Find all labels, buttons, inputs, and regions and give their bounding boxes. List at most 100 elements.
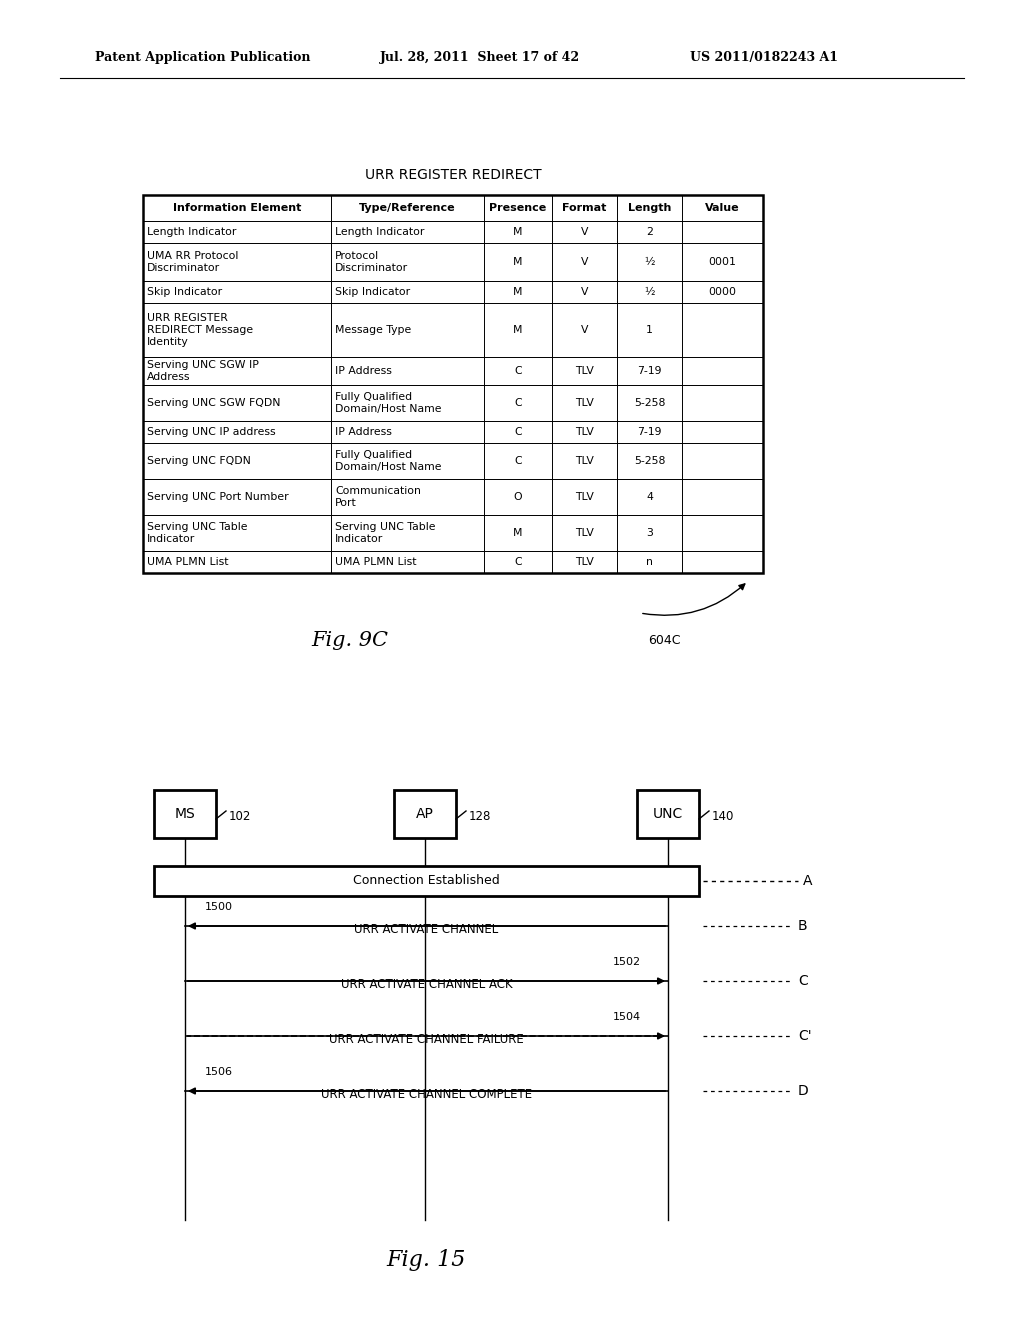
Text: TLV: TLV: [575, 366, 594, 376]
Text: 5-258: 5-258: [634, 455, 666, 466]
Text: 7-19: 7-19: [637, 366, 662, 376]
Text: n: n: [646, 557, 653, 568]
Text: TLV: TLV: [575, 455, 594, 466]
Text: C: C: [514, 426, 522, 437]
Text: MS: MS: [175, 807, 196, 821]
Bar: [154, 866, 699, 896]
Bar: [154, 789, 216, 838]
Text: V: V: [581, 325, 588, 335]
Text: Communication
Port: Communication Port: [335, 486, 421, 508]
Text: Fig. 9C: Fig. 9C: [311, 631, 388, 649]
Text: C: C: [798, 974, 808, 987]
Text: 1502: 1502: [613, 957, 641, 968]
Bar: [143, 220, 763, 243]
Text: TLV: TLV: [575, 399, 594, 408]
Bar: [143, 243, 763, 281]
Text: V: V: [581, 286, 588, 297]
Text: UNC: UNC: [653, 807, 683, 821]
Text: URR ACTIVATE CHANNEL COMPLETE: URR ACTIVATE CHANNEL COMPLETE: [321, 1088, 532, 1101]
Text: Value: Value: [706, 203, 739, 213]
Text: Serving UNC Table
Indicator: Serving UNC Table Indicator: [147, 523, 248, 544]
Bar: [143, 444, 763, 479]
Bar: [143, 304, 763, 356]
Text: ½: ½: [644, 286, 654, 297]
Text: 7-19: 7-19: [637, 426, 662, 437]
Text: Message Type: Message Type: [335, 325, 412, 335]
Text: US 2011/0182243 A1: US 2011/0182243 A1: [690, 51, 838, 65]
Text: TLV: TLV: [575, 426, 594, 437]
Text: UMA PLMN List: UMA PLMN List: [147, 557, 228, 568]
Text: URR ACTIVATE CHANNEL ACK: URR ACTIVATE CHANNEL ACK: [341, 978, 512, 991]
Text: Fully Qualified
Domain/Host Name: Fully Qualified Domain/Host Name: [335, 392, 441, 413]
Bar: [637, 789, 699, 838]
Bar: [143, 421, 763, 444]
Text: URR ACTIVATE CHANNEL FAILURE: URR ACTIVATE CHANNEL FAILURE: [329, 1034, 524, 1045]
Text: M: M: [513, 286, 522, 297]
Text: Length Indicator: Length Indicator: [147, 227, 237, 238]
Text: Information Element: Information Element: [173, 203, 301, 213]
Text: TLV: TLV: [575, 492, 594, 502]
Text: 0001: 0001: [709, 257, 736, 267]
Text: Fig. 15: Fig. 15: [387, 1249, 466, 1271]
Text: Serving UNC IP address: Serving UNC IP address: [147, 426, 275, 437]
Text: 1: 1: [646, 325, 653, 335]
Text: AP: AP: [416, 807, 434, 821]
Bar: [143, 195, 763, 573]
Text: Fully Qualified
Domain/Host Name: Fully Qualified Domain/Host Name: [335, 450, 441, 471]
Text: Serving UNC Port Number: Serving UNC Port Number: [147, 492, 289, 502]
Text: Serving UNC FQDN: Serving UNC FQDN: [147, 455, 251, 466]
Bar: [394, 789, 456, 838]
Text: Type/Reference: Type/Reference: [359, 203, 456, 213]
Bar: [143, 550, 763, 573]
Text: C: C: [514, 399, 522, 408]
Text: 5-258: 5-258: [634, 399, 666, 408]
Text: Protocol
Discriminator: Protocol Discriminator: [335, 251, 409, 273]
Text: V: V: [581, 227, 588, 238]
Text: Connection Established: Connection Established: [353, 874, 500, 887]
Text: Presence: Presence: [489, 203, 547, 213]
Text: 102: 102: [229, 810, 251, 824]
Bar: [143, 356, 763, 385]
Text: 4: 4: [646, 492, 653, 502]
Text: TLV: TLV: [575, 528, 594, 539]
Text: B: B: [798, 919, 808, 933]
Text: Skip Indicator: Skip Indicator: [335, 286, 411, 297]
Text: Length: Length: [628, 203, 671, 213]
Text: TLV: TLV: [575, 557, 594, 568]
Text: Length Indicator: Length Indicator: [335, 227, 424, 238]
Text: Patent Application Publication: Patent Application Publication: [95, 51, 310, 65]
Text: C: C: [514, 366, 522, 376]
Bar: [143, 195, 763, 220]
Text: Serving UNC Table
Indicator: Serving UNC Table Indicator: [335, 523, 435, 544]
Bar: [143, 281, 763, 304]
Text: V: V: [581, 257, 588, 267]
Text: Skip Indicator: Skip Indicator: [147, 286, 222, 297]
Text: UMA RR Protocol
Discriminator: UMA RR Protocol Discriminator: [147, 251, 239, 273]
Text: IP Address: IP Address: [335, 366, 392, 376]
Text: Serving UNC SGW IP
Address: Serving UNC SGW IP Address: [147, 360, 259, 381]
Bar: [143, 479, 763, 515]
Text: 0000: 0000: [709, 286, 736, 297]
Text: M: M: [513, 528, 522, 539]
Text: D: D: [798, 1084, 809, 1098]
Bar: [143, 385, 763, 421]
Text: 140: 140: [712, 810, 734, 824]
Text: C': C': [798, 1030, 812, 1043]
Text: C: C: [514, 455, 522, 466]
Text: 3: 3: [646, 528, 653, 539]
Text: 604C: 604C: [648, 634, 681, 647]
Text: ½: ½: [644, 257, 654, 267]
Text: UMA PLMN List: UMA PLMN List: [335, 557, 417, 568]
Bar: [143, 515, 763, 550]
Text: 1500: 1500: [205, 902, 233, 912]
Text: Serving UNC SGW FQDN: Serving UNC SGW FQDN: [147, 399, 281, 408]
Text: URR REGISTER REDIRECT: URR REGISTER REDIRECT: [365, 168, 542, 182]
Text: M: M: [513, 257, 522, 267]
Text: IP Address: IP Address: [335, 426, 392, 437]
Text: 1506: 1506: [205, 1067, 233, 1077]
Text: 1504: 1504: [613, 1012, 641, 1022]
Text: M: M: [513, 227, 522, 238]
Text: A: A: [803, 874, 812, 888]
Text: O: O: [514, 492, 522, 502]
Text: M: M: [513, 325, 522, 335]
